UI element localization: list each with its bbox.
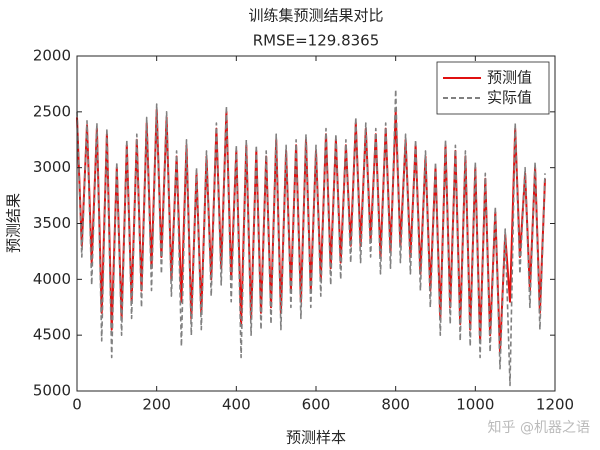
x-tick-label: 0: [72, 396, 82, 414]
y-tick-label: 3500: [33, 214, 71, 232]
x-tick-label: 200: [142, 396, 171, 414]
y-tick-label: 2000: [33, 47, 71, 65]
legend-label: 实际值: [487, 89, 532, 107]
y-tick-label: 4500: [33, 326, 71, 344]
legend-label: 预测值: [487, 69, 532, 87]
x-tick-label: 1200: [536, 396, 574, 414]
series-line: [76, 88, 546, 387]
y-axis-label: 预测结果: [5, 193, 23, 253]
watermark: 知乎 @机器之语: [488, 419, 590, 436]
x-tick-label: 600: [302, 396, 331, 414]
x-tick-label: 800: [381, 396, 410, 414]
chart-subtitle: RMSE=129.8365: [253, 32, 380, 50]
y-tick-label: 5000: [33, 382, 71, 400]
chart-title: 训练集预测结果对比: [248, 7, 383, 25]
legend-box: [436, 61, 550, 115]
y-tick-label: 3000: [33, 158, 71, 176]
x-tick-label: 1000: [456, 396, 494, 414]
y-tick-label: 4000: [33, 270, 71, 288]
y-tick-label: 2500: [33, 102, 71, 120]
x-axis-label: 预测样本: [286, 429, 346, 447]
x-tick-label: 400: [222, 396, 251, 414]
